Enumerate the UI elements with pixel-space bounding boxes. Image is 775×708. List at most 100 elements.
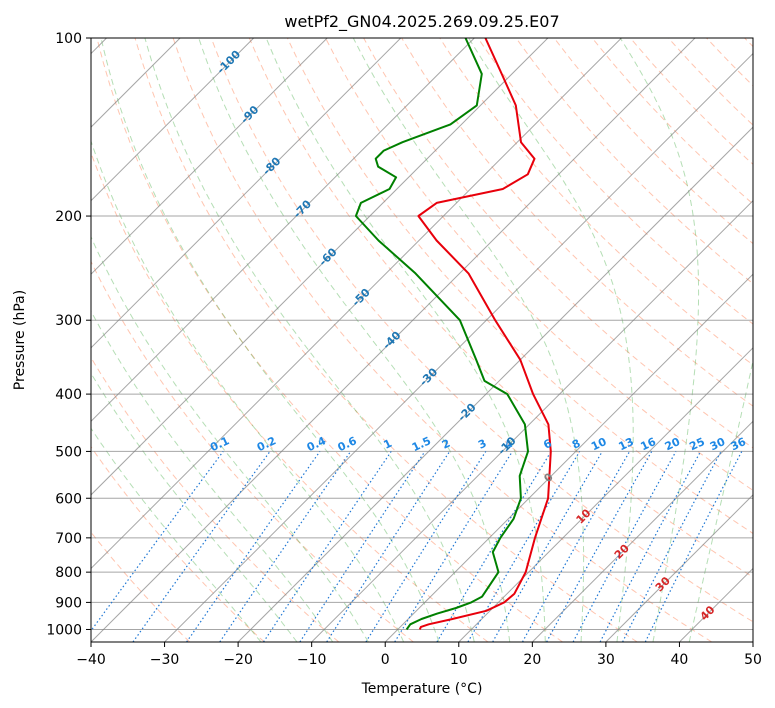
dry-adiabat	[744, 38, 753, 48]
x-tick-label: −20	[223, 652, 253, 668]
y-tick-label: 100	[55, 31, 82, 47]
mixing-ratio-label: 25	[687, 435, 706, 453]
mixing-ratio-label: 16	[639, 435, 659, 453]
mixing-ratio-line	[262, 451, 392, 642]
dry-adiabat	[706, 38, 753, 87]
isotherm-line	[164, 52, 753, 642]
mixing-ratio-label: 13	[616, 435, 635, 453]
y-axis-title: Pressure (hPa)	[12, 290, 28, 390]
mixing-ratio-label: 6	[541, 437, 554, 452]
axes: −40 −30 −20 −10 0 10 20 30 40 50 100 200 300 400 500 60…	[46, 31, 762, 668]
mixing-ratio-label: 30	[708, 435, 728, 453]
dry-adiabat	[172, 38, 713, 642]
moist-adiabat	[91, 139, 405, 642]
moist-adiabat	[619, 38, 700, 642]
mixing-ratio-line	[572, 451, 677, 642]
dry-adiabat	[91, 531, 191, 642]
dry-adiabat	[91, 445, 265, 642]
mixing-ratio-line	[546, 451, 653, 642]
x-tick-label: −10	[297, 652, 327, 668]
moist-adiabat	[91, 310, 334, 642]
dry-adiabat	[248, 38, 753, 578]
mixing-ratio-label: 36	[729, 435, 749, 453]
mixing-ratio-line	[521, 451, 631, 642]
mixing-ratio-line	[644, 451, 743, 642]
x-tick-label: 30	[597, 652, 615, 668]
dry-adiabat	[668, 38, 753, 126]
y-tick-label: 300	[55, 313, 82, 329]
y-tick-label: 400	[55, 387, 82, 403]
mixing-ratio-line	[599, 451, 702, 642]
mixing-ratio-line	[186, 451, 321, 642]
isotherm-line	[531, 420, 753, 642]
isotherm-line	[91, 38, 549, 496]
dry-adiabat	[325, 38, 753, 491]
mixing-ratio-label: 1	[382, 437, 394, 452]
mixing-ratio-line	[299, 451, 426, 642]
dry-adiabat	[286, 38, 753, 535]
dry-adiabat	[134, 38, 638, 642]
y-tick-label: 700	[55, 531, 82, 547]
isotherm-line	[679, 567, 753, 642]
temperature-profile	[417, 38, 552, 630]
moist-adiabat	[144, 38, 475, 642]
isotherm-line	[311, 199, 753, 642]
isotherm-line	[237, 126, 753, 642]
y-tick-label: 800	[55, 565, 82, 581]
isotherm-line	[91, 38, 696, 642]
mixing-ratio-label: 20	[663, 435, 683, 453]
mixing-ratio-label: 10	[589, 435, 609, 453]
moist-adiabat	[100, 38, 440, 642]
mixing-ratio-line	[326, 451, 451, 642]
dry-adiabat	[91, 151, 489, 642]
chart-title: wetPf2_GN04.2025.269.09.25.E07	[284, 12, 559, 32]
isotherm-line	[458, 347, 753, 642]
mixing-ratio-label: 2	[440, 437, 452, 452]
moist-adiabat	[91, 372, 298, 642]
x-tick-label: −30	[150, 652, 180, 668]
x-tick-label: 40	[671, 652, 689, 668]
moist-adiabat	[352, 38, 585, 642]
dry-adiabat	[553, 38, 753, 245]
isotherm-line	[91, 38, 402, 349]
isotherm-line	[91, 38, 328, 275]
series-layer	[354, 38, 552, 631]
dry-adiabat	[96, 38, 563, 642]
moist-adiabat	[198, 38, 511, 642]
moist-adiabat	[688, 358, 753, 642]
line-labels: 0.1 0.2 0.4 0.6 1 1.5 2 3 4 6 8 10 13 16 20 25 30 36-100-…	[208, 48, 748, 624]
dewpoint-profile	[354, 38, 529, 631]
mixing-ratio-line	[365, 451, 487, 642]
y-tick-label: 200	[55, 209, 82, 225]
moist-adiabat	[91, 427, 262, 642]
y-tick-label: 900	[55, 595, 82, 611]
mixing-ratio-label: 8	[570, 437, 582, 452]
mixing-ratio-line	[132, 451, 271, 642]
x-tick-label: 20	[523, 652, 541, 668]
isotherm-line	[752, 641, 753, 642]
mixing-ratio-label: 3	[476, 437, 488, 452]
mixing-ratio-line	[394, 451, 513, 642]
moist-adiabat	[265, 38, 546, 642]
y-tick-label: 500	[55, 444, 82, 460]
isotherm-line	[91, 38, 255, 202]
y-tick-label: 1000	[46, 622, 82, 638]
mixing-ratio-line	[219, 451, 352, 642]
x-tick-label: 50	[744, 652, 762, 668]
dry-adiabat	[210, 38, 753, 623]
mixing-ratio-line	[436, 451, 552, 642]
moist-adiabat	[91, 235, 369, 642]
isotherm-line	[384, 273, 753, 642]
isotherm-line	[605, 494, 753, 642]
dry-adiabat	[91, 260, 414, 642]
dry-adiabat	[515, 38, 753, 285]
plot-area	[91, 38, 753, 642]
x-tick-label: 10	[450, 652, 468, 668]
isotherm-line	[91, 38, 475, 423]
dry-adiabat	[91, 356, 340, 642]
x-tick-label: 0	[381, 652, 390, 668]
x-axis-title: Temperature (°C)	[361, 681, 483, 697]
y-tick-label: 600	[55, 491, 82, 507]
mixing-ratio-line	[91, 451, 224, 632]
